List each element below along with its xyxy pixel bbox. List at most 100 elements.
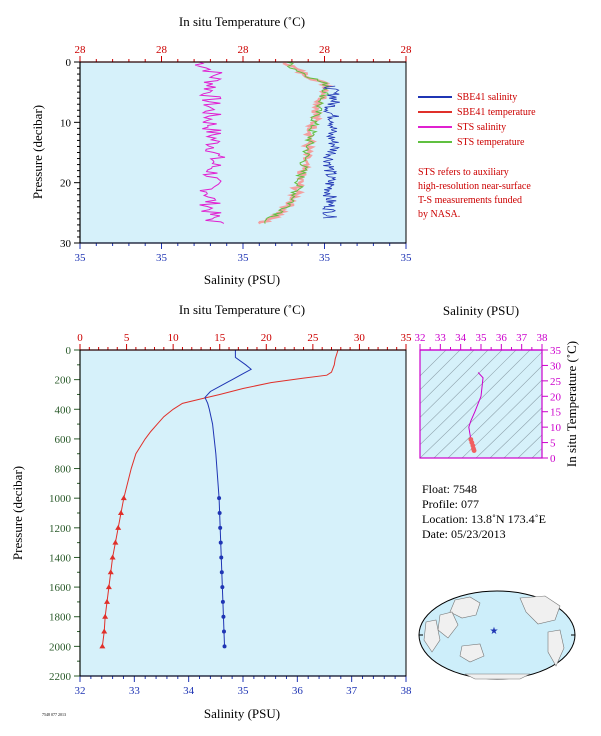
top-panel-pressure-tick-label: 0 — [66, 57, 72, 69]
temperature-sample-marker — [105, 584, 112, 590]
ts-panel-salinity-tick-label: 37 — [516, 332, 528, 344]
ts-panel-temp-tick-label: 25 — [550, 376, 562, 388]
legend: SBE41 salinity SBE41 temperature STS sal… — [418, 92, 536, 220]
map-land-africa — [423, 619, 441, 653]
density-contour — [420, 350, 503, 432]
map-land-australia — [459, 643, 485, 663]
main-panel-salinity-tick-label: 33 — [129, 685, 141, 697]
main-panel-temp-tick-label: 25 — [307, 332, 319, 344]
temperature-sample-marker — [107, 569, 114, 575]
main-panel: In situ Temperature (˚C) 0 5 10 15 20 25 30 35 … — [10, 302, 412, 721]
top-panel-salinity-tick-label: 35 — [319, 252, 331, 264]
sts-temperature-line — [264, 61, 330, 224]
main-panel-pressure-tick-label: 400 — [55, 404, 72, 416]
main-panel-salinity-tick-label: 34 — [183, 685, 195, 697]
sbe41-salinity-profile — [204, 350, 253, 647]
salinity-sample-marker — [220, 599, 225, 604]
footer-code: 7548 077 2013 — [42, 712, 66, 717]
salinity-sample-marker — [221, 614, 226, 619]
map-land-north-america — [519, 595, 561, 625]
float-number: Float: 7548 — [422, 482, 477, 496]
ts-panel-salinity-tick-label: 33 — [435, 332, 447, 344]
salinity-sample-marker — [219, 555, 224, 560]
legend-label-sts-temperature: STS temperature — [457, 137, 525, 148]
salinity-sample-marker — [218, 540, 223, 545]
main-panel-salinity-tick-label: 36 — [292, 685, 304, 697]
top-panel-pressure-axis-title: Pressure (decibar) — [30, 105, 45, 199]
main-panel-temp-tick-label: 5 — [124, 332, 130, 344]
main-panel-frame — [79, 349, 407, 677]
density-contour — [420, 350, 531, 458]
density-contour — [503, 420, 542, 458]
temperature-sample-marker — [112, 539, 119, 545]
density-contour — [420, 350, 517, 446]
top-panel-salinity-tick-label: 35 — [401, 252, 413, 264]
ts-panel-salinity-axis-title: Salinity (PSU) — [443, 303, 519, 318]
ts-panel-temp-tick-label: 0 — [550, 453, 556, 465]
map-land-antarctica — [464, 673, 531, 680]
density-contour — [420, 350, 489, 418]
world-map: ★ — [418, 590, 576, 680]
temperature-sample-marker — [101, 628, 108, 634]
float-location-marker: ★ — [490, 626, 499, 637]
main-panel-pressure-tick-label: 0 — [66, 345, 72, 357]
main-panel-pressure-tick-label: 1200 — [49, 523, 72, 535]
profile-number: Profile: 077 — [422, 497, 479, 511]
ts-deep-sample-marker — [471, 448, 477, 453]
float-info: Float: 7548 Profile: 077 Location: 13.8˚… — [422, 482, 546, 541]
ts-panel-temp-tick-label: 20 — [550, 391, 562, 403]
top-panel-background — [80, 62, 406, 243]
salinity-sample-marker — [221, 629, 226, 634]
main-panel-temp-tick-label: 15 — [214, 332, 226, 344]
main-panel-pressure-tick-label: 600 — [55, 434, 72, 446]
main-panel-salinity-tick-label: 38 — [401, 685, 413, 697]
main-panel-pressure-tick-label: 2200 — [49, 671, 72, 683]
temperature-sample-marker — [117, 510, 124, 515]
legend-label-sts-salinity: STS salinity — [457, 122, 506, 133]
ts-panel-temp-tick-label: 10 — [550, 422, 562, 434]
main-panel-pressure-tick-label: 800 — [55, 464, 72, 476]
legend-note-line-2: high-resolution near-surface — [418, 181, 531, 192]
main-panel-pressure-axis-title: Pressure (decibar) — [10, 466, 25, 560]
main-panel-pressure-tick-label: 2000 — [49, 641, 72, 653]
salinity-sample-marker — [219, 570, 224, 575]
temperature-sample-marker — [120, 495, 127, 501]
density-contour — [420, 350, 447, 377]
density-contour — [588, 350, 601, 458]
salinity-sample-marker — [217, 496, 222, 501]
density-contour — [447, 365, 542, 458]
top-panel-temp-tick-label: 28 — [401, 44, 413, 56]
density-contour — [475, 393, 542, 458]
top-panel-salinity-tick-label: 35 — [238, 252, 250, 264]
main-panel-salinity-tick-label: 35 — [238, 685, 250, 697]
top-panel-temp-axis-title: In situ Temperature (˚C) — [179, 14, 305, 29]
map-land-se-asia — [437, 611, 459, 639]
main-panel-temp-tick-label: 0 — [77, 332, 83, 344]
ts-panel-salinity-tick-label: 34 — [455, 332, 467, 344]
top-panel-temp-tick-label: 28 — [319, 44, 331, 56]
top-panel-temp-tick-label: 28 — [238, 44, 250, 56]
ts-panel-temp-axis-title: In situ Temperature (˚C) — [564, 341, 579, 467]
main-panel-pressure-tick-label: 1800 — [49, 612, 72, 624]
main-panel-salinity-tick-label: 32 — [75, 685, 86, 697]
main-panel-salinity-tick-label: 37 — [346, 685, 358, 697]
map-land-south-america — [547, 629, 565, 667]
main-panel-temp-axis-title: In situ Temperature (˚C) — [179, 302, 305, 317]
top-panel-frame — [79, 61, 407, 244]
ts-panel-temp-tick-label: 35 — [550, 345, 562, 357]
main-panel-temp-tick-label: 35 — [401, 332, 413, 344]
top-panel-salinity-axis-title: Salinity (PSU) — [204, 272, 280, 287]
top-panel-pressure-tick-label: 10 — [60, 117, 72, 129]
main-panel-temp-tick-label: 10 — [168, 332, 180, 344]
ts-panel-frame — [419, 349, 543, 459]
salinity-sample-marker — [220, 585, 225, 590]
ts-panel-background — [420, 350, 542, 458]
top-panel-pressure-tick-label: 20 — [60, 178, 72, 190]
temperature-sample-marker — [102, 613, 109, 619]
density-contour — [420, 350, 475, 405]
main-panel-pressure-tick-label: 1000 — [49, 493, 72, 505]
ts-panel-salinity-tick-label: 35 — [476, 332, 488, 344]
top-panel-salinity-tick-label: 35 — [75, 252, 87, 264]
ts-panel-salinity-tick-label: 36 — [496, 332, 508, 344]
salinity-sample-marker — [218, 525, 223, 530]
